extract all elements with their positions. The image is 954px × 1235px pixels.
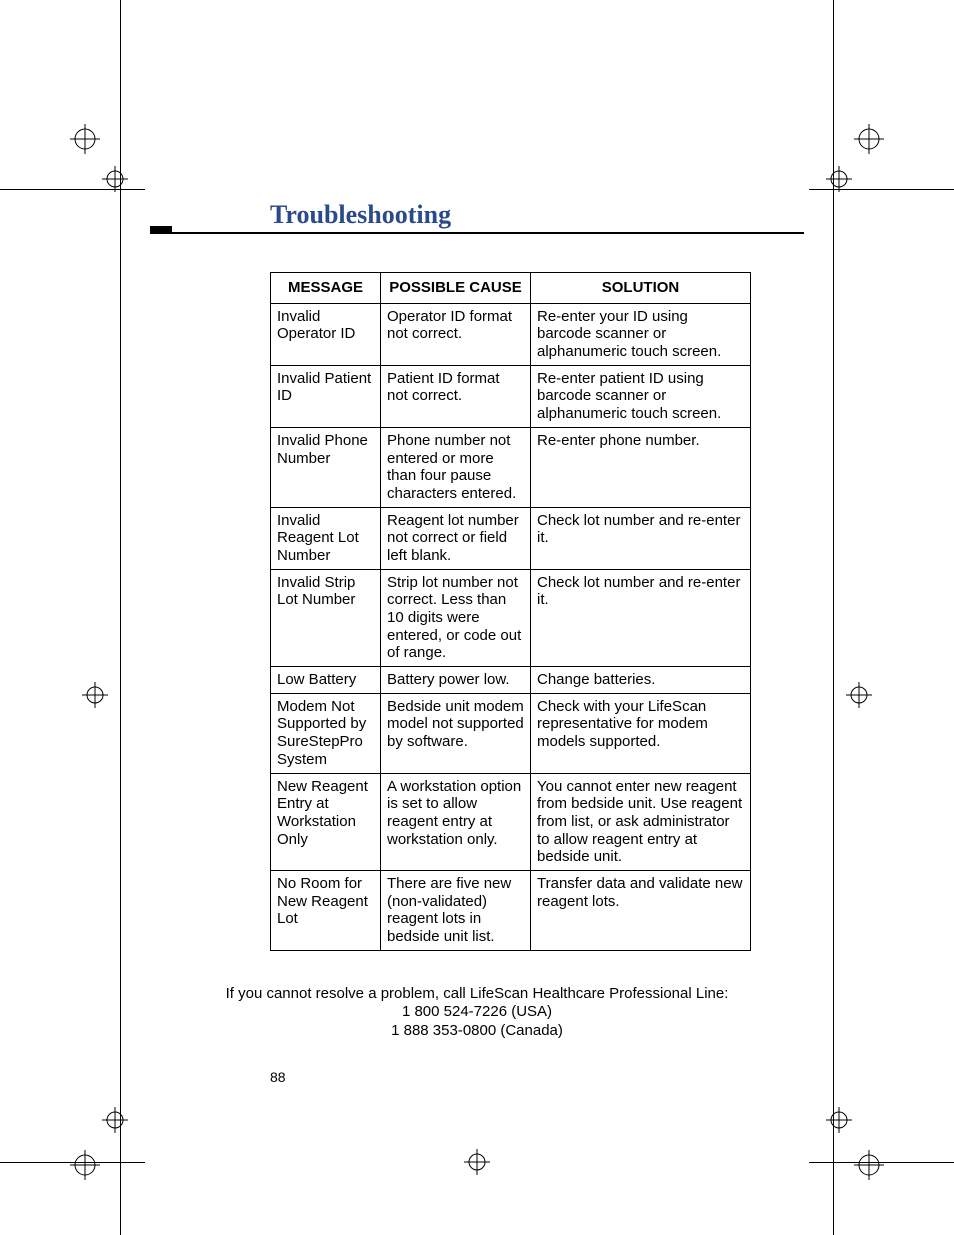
cell-message: No Room for New Reagent Lot xyxy=(271,870,381,950)
cell-cause: Strip lot number not correct. Less than … xyxy=(381,569,531,666)
title-rule xyxy=(150,232,804,234)
table-header-row: MESSAGE POSSIBLE CAUSE SOLUTION xyxy=(271,273,751,304)
cell-message: New Reagent Entry at Workstation Only xyxy=(271,773,381,870)
table-row: Invalid Patient IDPatient ID format not … xyxy=(271,365,751,427)
title-bar: Troubleshooting xyxy=(150,200,804,230)
cell-message: Invalid Operator ID xyxy=(271,303,381,365)
cell-solution: You cannot enter new reagent from bedsid… xyxy=(531,773,751,870)
cell-message: Invalid Phone Number xyxy=(271,427,381,507)
table-row: Invalid Strip Lot NumberStrip lot number… xyxy=(271,569,751,666)
cell-message: Invalid Patient ID xyxy=(271,365,381,427)
table-row: No Room for New Reagent LotThere are fiv… xyxy=(271,870,751,950)
col-header-solution: SOLUTION xyxy=(531,273,751,304)
cell-solution: Transfer data and validate new reagent l… xyxy=(531,870,751,950)
cell-solution: Check lot number and re-enter it. xyxy=(531,507,751,569)
cell-solution: Re-enter patient ID using barcode scanne… xyxy=(531,365,751,427)
cell-solution: Check with your LifeScan representative … xyxy=(531,693,751,773)
table-row: Invalid Reagent Lot NumberReagent lot nu… xyxy=(271,507,751,569)
col-header-cause: POSSIBLE CAUSE xyxy=(381,273,531,304)
support-footer: If you cannot resolve a problem, call Li… xyxy=(150,985,804,1041)
table-row: Invalid Operator IDOperator ID format no… xyxy=(271,303,751,365)
cell-solution: Re-enter your ID using barcode scanner o… xyxy=(531,303,751,365)
footer-line: If you cannot resolve a problem, call Li… xyxy=(190,985,764,1004)
crop-mark-icon xyxy=(80,680,110,710)
cell-cause: Patient ID format not correct. xyxy=(381,365,531,427)
cell-message: Invalid Strip Lot Number xyxy=(271,569,381,666)
table-row: Low BatteryBattery power low.Change batt… xyxy=(271,667,751,694)
table-row: Modem Not Supported by SureStepPro Syste… xyxy=(271,693,751,773)
footer-line: 1 888 353-0800 (Canada) xyxy=(190,1022,764,1041)
crop-mark-icon xyxy=(70,1105,130,1185)
crop-mark-icon xyxy=(844,680,874,710)
title-notch xyxy=(150,226,172,234)
cell-cause: Phone number not entered or more than fo… xyxy=(381,427,531,507)
cell-cause: Bedside unit modem model not supported b… xyxy=(381,693,531,773)
cell-cause: Operator ID format not correct. xyxy=(381,303,531,365)
cell-cause: There are five new (non-validated) reage… xyxy=(381,870,531,950)
troubleshooting-table: MESSAGE POSSIBLE CAUSE SOLUTION Invalid … xyxy=(270,272,751,951)
cell-message: Low Battery xyxy=(271,667,381,694)
page-content: Troubleshooting MESSAGE POSSIBLE CAUSE S… xyxy=(150,200,804,1085)
footer-line: 1 800 524-7226 (USA) xyxy=(190,1003,764,1022)
col-header-message: MESSAGE xyxy=(271,273,381,304)
table-row: New Reagent Entry at Workstation OnlyA w… xyxy=(271,773,751,870)
cell-cause: Reagent lot number not correct or field … xyxy=(381,507,531,569)
cell-cause: A workstation option is set to allow rea… xyxy=(381,773,531,870)
table-row: Invalid Phone NumberPhone number not ent… xyxy=(271,427,751,507)
cell-solution: Check lot number and re-enter it. xyxy=(531,569,751,666)
cell-cause: Battery power low. xyxy=(381,667,531,694)
cell-solution: Change batteries. xyxy=(531,667,751,694)
crop-mark-icon xyxy=(70,124,130,204)
page-number: 88 xyxy=(270,1069,804,1085)
cell-message: Modem Not Supported by SureStepPro Syste… xyxy=(271,693,381,773)
section-title: Troubleshooting xyxy=(270,200,465,230)
cell-solution: Re-enter phone number. xyxy=(531,427,751,507)
cell-message: Invalid Reagent Lot Number xyxy=(271,507,381,569)
